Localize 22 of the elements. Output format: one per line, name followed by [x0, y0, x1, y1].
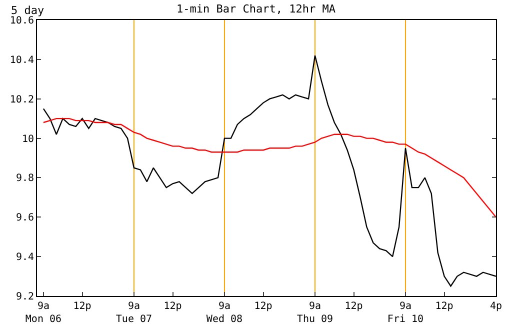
- x-tick-label: 9a Tue 07: [116, 301, 152, 325]
- x-tick-label: 12p: [73, 301, 92, 312]
- y-tick-label: 9.8: [16, 173, 34, 184]
- x-tick-label: 9a Thu 09: [296, 301, 334, 325]
- chart-title: 1-min Bar Chart, 12hr MA: [176, 2, 336, 16]
- x-tick-label: 9a Fri 10: [387, 301, 424, 325]
- y-tick-label: 9.6: [16, 212, 34, 224]
- y-tick-label: 10.6: [10, 16, 34, 26]
- x-tick-label: 12p: [435, 301, 454, 312]
- y-tick-label: 9.4: [16, 252, 34, 264]
- x-tick-label: 4p: [490, 301, 502, 312]
- line-series: [42, 118, 496, 218]
- x-tick-label: 12p: [254, 301, 272, 312]
- y-tick-label: 10.4: [10, 54, 34, 66]
- x-tick-label: 12p: [164, 301, 182, 312]
- y-tick-label: 10: [22, 134, 34, 145]
- x-tick-label: 12p: [344, 301, 363, 312]
- chart-subtitle: 5 day: [11, 4, 44, 17]
- y-tick-label: 10.2: [10, 94, 34, 106]
- y-tick-label: 9.2: [16, 292, 34, 302]
- x-tick-label: 9a Mon 06: [25, 301, 62, 325]
- x-tick-label: 9a Wed 08: [206, 301, 243, 325]
